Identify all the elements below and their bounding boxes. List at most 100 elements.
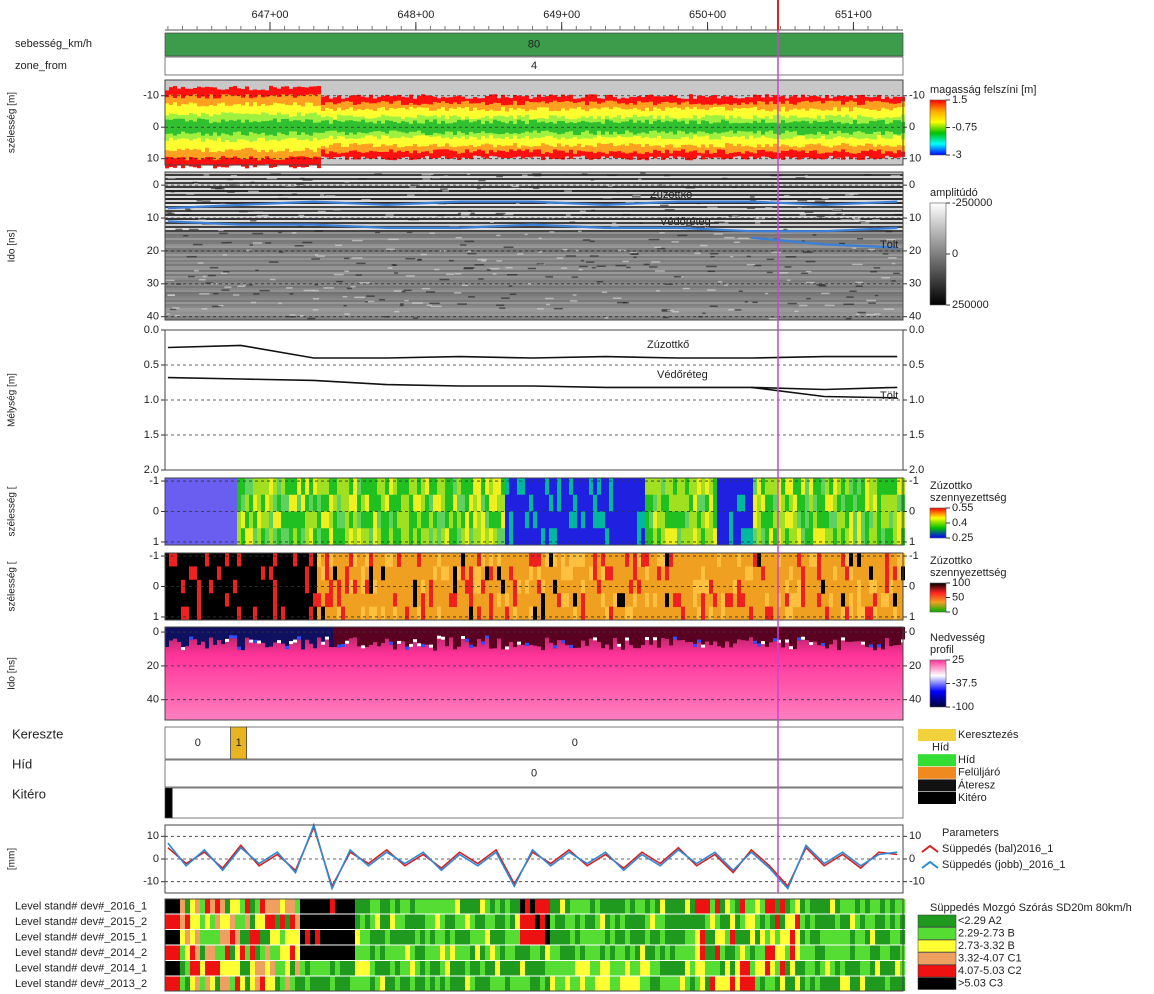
y-tick-label: 0: [153, 580, 159, 592]
row-cell: [210, 930, 215, 945]
row-cell: [840, 961, 845, 976]
row-cell: [195, 915, 200, 930]
row-cell: [780, 899, 785, 914]
image-cell: [437, 528, 441, 545]
row-cell: [265, 930, 270, 945]
image-cell: [553, 645, 557, 648]
y-tick-label: 40: [147, 694, 159, 706]
row-cell: [890, 899, 895, 914]
image-speckle: [608, 185, 613, 187]
image-cell: [681, 627, 685, 640]
image-cell: [349, 495, 353, 512]
image-cell: [497, 478, 501, 495]
image-speckle: [429, 303, 439, 305]
image-cell: [229, 495, 233, 512]
image-cell: [713, 478, 717, 495]
image-cell: [485, 566, 489, 580]
image-cell: [205, 528, 209, 545]
image-speckle: [278, 232, 282, 234]
row-cell: [815, 899, 820, 914]
image-cell: [673, 637, 677, 640]
y-tick-label: 20: [909, 245, 921, 257]
row-cell: [840, 899, 845, 914]
image-cell: [377, 478, 381, 495]
image-cell: [485, 478, 489, 495]
image-speckle: [255, 270, 258, 272]
image-cell: [317, 512, 321, 529]
image-cell: [429, 627, 433, 648]
image-cell: [773, 495, 777, 512]
image-cell: [845, 566, 849, 580]
image-cell: [757, 528, 761, 545]
row-cell: [600, 915, 605, 930]
image-cell: [601, 553, 605, 567]
image-cell: [781, 627, 785, 647]
image-cell: [513, 627, 517, 647]
image-speckle: [404, 300, 408, 302]
image-cell: [641, 512, 645, 529]
image-cell: [349, 120, 353, 132]
image-cell: [533, 495, 537, 512]
row-cell: [720, 961, 725, 976]
image-speckle: [187, 256, 197, 258]
y-tick-label: 10: [147, 212, 159, 224]
row-cell: [705, 946, 710, 961]
image-cell: [329, 495, 333, 512]
row-cell: [770, 977, 775, 992]
image-cell: [749, 566, 753, 580]
image-cell: [541, 593, 545, 607]
row-cell: [265, 915, 270, 930]
image-cell: [437, 553, 441, 567]
image-cell: [233, 478, 237, 495]
image-cell: [377, 495, 381, 512]
row-cell: [785, 946, 790, 961]
image-cell: [769, 478, 773, 495]
image-cell: [197, 528, 201, 545]
image-speckle: [852, 247, 856, 249]
image-cell: [269, 512, 273, 529]
row-cell: [510, 961, 515, 976]
image-speckle: [875, 295, 878, 297]
image-speckle: [446, 274, 454, 276]
row-cell: [845, 899, 850, 914]
image-cell: [457, 566, 461, 580]
row-cell: [540, 930, 545, 945]
image-speckle: [325, 195, 335, 197]
row-cell: [520, 946, 525, 961]
image-cell: [185, 553, 189, 567]
image-cell: [421, 644, 425, 647]
image-cell: [205, 512, 209, 529]
image-cell: [189, 495, 193, 512]
image-cell: [293, 640, 297, 643]
image-speckle: [202, 200, 211, 202]
image-speckle: [499, 307, 505, 309]
image-cell: [505, 512, 509, 529]
row-cell: [830, 915, 835, 930]
image-cell: [573, 495, 577, 512]
row-cell: [655, 899, 660, 914]
row-cell: [450, 915, 455, 930]
row-cell: [545, 977, 550, 992]
track-segment: [165, 788, 172, 818]
image-cell: [785, 640, 789, 643]
image-row: [165, 246, 903, 248]
image-cell: [717, 528, 721, 545]
row-cell: [625, 899, 630, 914]
image-cell: [261, 627, 265, 643]
image-cell: [381, 495, 385, 512]
row-cell: [575, 915, 580, 930]
row-cell: [720, 899, 725, 914]
image-cell: [353, 121, 357, 134]
image-cell: [697, 528, 701, 545]
image-cell: [849, 566, 853, 580]
image-cell: [825, 607, 829, 621]
image-row: [165, 210, 903, 212]
row-cell: [705, 961, 710, 976]
image-cell: [669, 122, 673, 132]
image-cell: [733, 528, 737, 545]
row-cell: [505, 961, 510, 976]
row-cell: [465, 915, 470, 930]
segment-label: 1: [236, 737, 242, 749]
image-speckle: [424, 189, 429, 191]
row-cell: [790, 977, 795, 992]
